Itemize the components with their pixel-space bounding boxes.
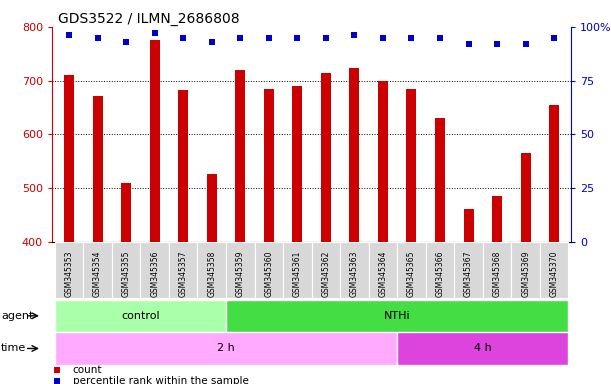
Bar xyxy=(226,300,568,332)
Bar xyxy=(540,242,568,298)
Text: GSM345368: GSM345368 xyxy=(492,250,502,297)
Bar xyxy=(521,153,530,242)
Bar xyxy=(264,89,274,242)
Text: 2 h: 2 h xyxy=(217,343,235,354)
Text: agent: agent xyxy=(1,311,34,321)
Bar xyxy=(340,242,368,298)
Bar xyxy=(55,300,226,332)
Bar xyxy=(483,242,511,298)
Bar xyxy=(426,242,455,298)
Text: percentile rank within the sample: percentile rank within the sample xyxy=(73,376,249,384)
Bar xyxy=(464,209,474,242)
Bar xyxy=(397,332,568,365)
Bar xyxy=(435,118,445,242)
Text: GSM345370: GSM345370 xyxy=(550,250,558,297)
Bar xyxy=(93,96,103,242)
Bar xyxy=(292,86,302,242)
Text: GSM345361: GSM345361 xyxy=(293,250,302,297)
Bar xyxy=(207,174,217,242)
Text: GSM345355: GSM345355 xyxy=(122,250,131,297)
Text: GSM345369: GSM345369 xyxy=(521,250,530,297)
Text: GDS3522 / ILMN_2686808: GDS3522 / ILMN_2686808 xyxy=(58,12,240,25)
Bar xyxy=(312,242,340,298)
Text: control: control xyxy=(121,311,159,321)
Bar xyxy=(169,242,197,298)
Bar xyxy=(511,242,540,298)
Bar xyxy=(378,81,388,242)
Bar xyxy=(283,242,312,298)
Bar xyxy=(178,90,188,242)
Text: NTHi: NTHi xyxy=(384,311,411,321)
Text: count: count xyxy=(73,365,102,375)
Bar xyxy=(549,105,559,242)
Bar xyxy=(150,40,159,242)
Bar xyxy=(406,89,417,242)
Bar xyxy=(368,242,397,298)
Bar xyxy=(226,242,255,298)
Text: GSM345365: GSM345365 xyxy=(407,250,416,297)
Bar xyxy=(141,242,169,298)
Text: GSM345359: GSM345359 xyxy=(236,250,245,297)
Bar xyxy=(397,242,426,298)
Text: GSM345367: GSM345367 xyxy=(464,250,473,297)
Bar xyxy=(55,332,397,365)
Bar xyxy=(64,75,74,242)
Text: GSM345360: GSM345360 xyxy=(265,250,273,297)
Bar xyxy=(197,242,226,298)
Bar xyxy=(55,242,83,298)
Bar xyxy=(112,242,141,298)
Bar xyxy=(349,68,359,242)
Text: GSM345357: GSM345357 xyxy=(178,250,188,297)
Bar xyxy=(492,196,502,242)
Text: 4 h: 4 h xyxy=(474,343,492,354)
Bar xyxy=(321,73,331,242)
Text: GSM345356: GSM345356 xyxy=(150,250,159,297)
Text: time: time xyxy=(1,343,26,354)
Text: GSM345353: GSM345353 xyxy=(65,250,73,297)
Bar xyxy=(121,183,131,242)
Bar xyxy=(255,242,283,298)
Text: GSM345358: GSM345358 xyxy=(207,250,216,297)
Text: GSM345362: GSM345362 xyxy=(321,250,331,297)
Text: GSM345366: GSM345366 xyxy=(436,250,445,297)
Bar xyxy=(83,242,112,298)
Bar xyxy=(235,70,245,242)
Text: GSM345364: GSM345364 xyxy=(378,250,387,297)
Bar xyxy=(455,242,483,298)
Text: GSM345354: GSM345354 xyxy=(93,250,102,297)
Text: GSM345363: GSM345363 xyxy=(350,250,359,297)
